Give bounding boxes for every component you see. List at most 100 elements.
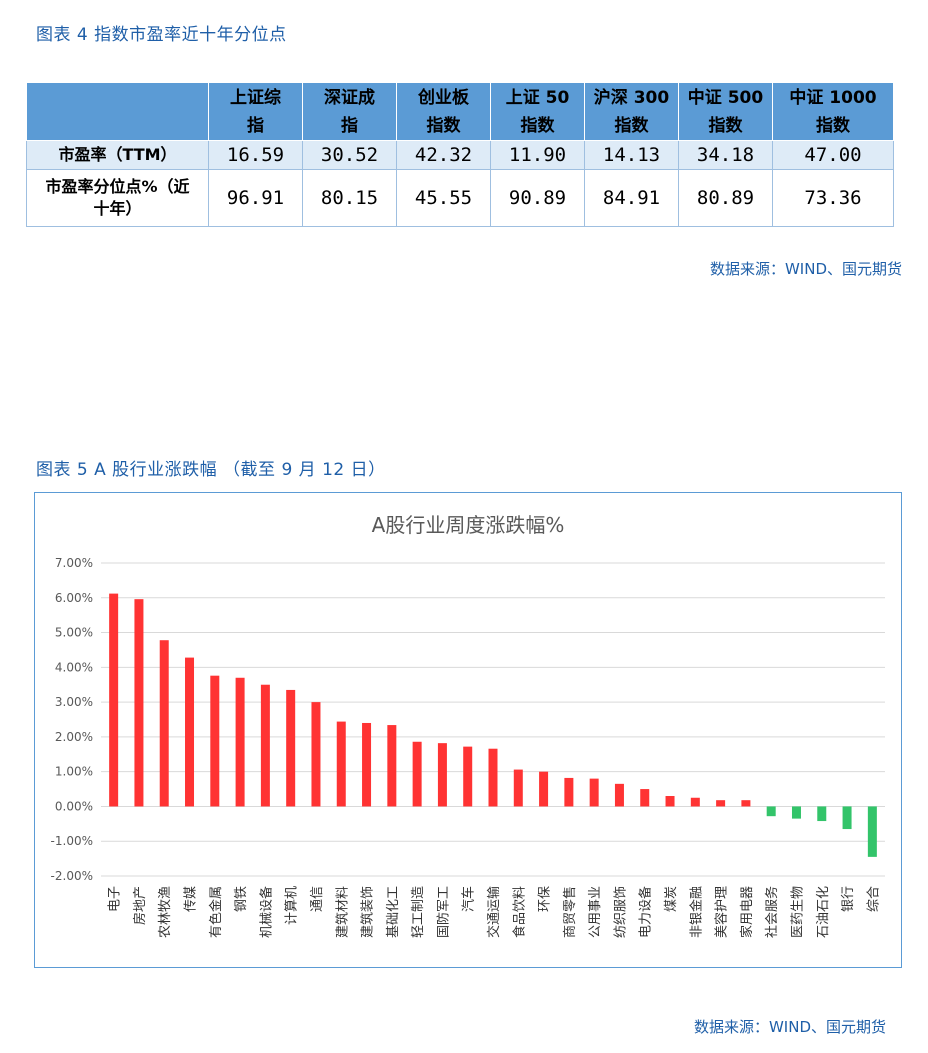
x-tick-label: 医药生物 xyxy=(790,886,805,938)
x-tick-label: 农林牧渔 xyxy=(158,886,173,938)
bar xyxy=(513,769,523,807)
x-tick-label: 电力设备 xyxy=(638,886,654,938)
y-tick-label: 2.00% xyxy=(55,730,93,744)
table-cell: 30.52 xyxy=(302,140,397,170)
bar xyxy=(842,806,852,830)
x-tick-label: 国防军工 xyxy=(435,886,451,938)
col-header: 创业板 指数 xyxy=(396,82,491,141)
bar xyxy=(412,741,422,807)
bar xyxy=(260,684,270,807)
table-cell: 34.18 xyxy=(678,140,773,170)
bar xyxy=(235,677,245,807)
table-cell: 96.91 xyxy=(208,169,303,227)
pe-table: 上证综指 深证成指 创业板 指数 上证 50 指数 沪深 300 指数 中证 500 指… xyxy=(26,82,894,227)
bar xyxy=(690,797,700,807)
bar xyxy=(362,722,372,807)
x-tick-label: 基础化工 xyxy=(386,886,401,938)
grid-lines xyxy=(101,562,885,877)
bar xyxy=(564,777,574,807)
figure4-source: 数据来源：WIND、国元期货 xyxy=(709,260,902,278)
x-tick-label: 石油石化 xyxy=(816,886,831,938)
bar xyxy=(741,800,751,807)
col-header: 上证综指 xyxy=(208,82,303,141)
industry-bar-chart: A股行业周度涨跌幅% 7.00% 6.00% 5.00% 4.00% 3.00% 2.00… xyxy=(51,513,885,938)
table-cell: 73.36 xyxy=(772,169,894,227)
x-tick-label: 传媒 xyxy=(184,886,199,912)
col-header: 中证 1000 指数 xyxy=(772,82,894,141)
y-tick-label: 6.00% xyxy=(55,591,93,605)
col-header: 深证成指 xyxy=(302,82,397,141)
x-tick-label: 商贸零售 xyxy=(562,886,578,938)
y-tick-label: 4.00% xyxy=(55,660,93,674)
bar xyxy=(387,725,397,807)
x-tick-label: 家用电器 xyxy=(739,886,755,938)
x-tick-label: 有色金属 xyxy=(208,886,224,938)
x-tick-label: 钢铁 xyxy=(234,886,249,912)
y-tick-label: 7.00% xyxy=(55,556,93,570)
bar xyxy=(437,743,447,807)
table-header-row: 上证综指 深证成指 创业板 指数 上证 50 指数 沪深 300 指数 中证 500 指… xyxy=(26,82,894,141)
bar xyxy=(539,771,549,807)
x-tick-label: 煤炭 xyxy=(664,886,679,912)
bar xyxy=(589,778,599,807)
bars xyxy=(109,593,877,857)
bar xyxy=(159,640,169,807)
table-cell: 47.00 xyxy=(772,140,894,170)
bar xyxy=(488,748,498,807)
bar xyxy=(336,721,346,807)
x-tick-label: 房地产 xyxy=(132,886,148,925)
bar xyxy=(286,689,296,807)
col-header: 沪深 300 指数 xyxy=(584,82,679,141)
bar xyxy=(463,746,473,807)
x-tick-label: 综合 xyxy=(866,886,881,912)
x-tick-label: 美容护理 xyxy=(714,886,730,938)
row-label-percentile: 市盈率分位点%（近 十年） xyxy=(26,169,209,227)
table-row: 市盈率（TTM） 16.59 30.52 42.32 11.90 14.13 3… xyxy=(26,140,894,170)
table-cell: 16.59 xyxy=(208,140,303,170)
x-tick-label: 交通运输 xyxy=(486,886,502,938)
bar xyxy=(867,806,877,857)
col-header: 中证 500 指数 xyxy=(678,82,773,141)
bar xyxy=(311,702,321,807)
x-axis-labels: 电子 房地产 农林牧渔 传媒 有色金属 钢铁 机械设备 计算机 通信 建筑材料 建筑装饰 基础化工 轻工… xyxy=(108,886,882,938)
bar xyxy=(614,783,624,807)
table-cell: 14.13 xyxy=(584,140,679,170)
x-tick-label: 通信 xyxy=(310,886,325,912)
y-axis-ticks: 7.00% 6.00% 5.00% 4.00% 3.00% 2.00% 1.00% 0.00%… xyxy=(51,556,93,883)
y-tick-label: 3.00% xyxy=(55,695,93,709)
x-tick-label: 轻工制造 xyxy=(411,886,426,938)
x-tick-label: 机械设备 xyxy=(258,886,274,938)
col-header: 上证 50 指数 xyxy=(490,82,585,141)
table-cell: 90.89 xyxy=(490,169,585,227)
table-cell: 84.91 xyxy=(584,169,679,227)
x-tick-label: 银行 xyxy=(841,886,856,912)
y-tick-label: -2.00% xyxy=(51,869,93,883)
table-cell: 45.55 xyxy=(396,169,491,227)
bar xyxy=(716,800,726,807)
x-tick-label: 公用事业 xyxy=(588,886,603,938)
x-tick-label: 纺织服饰 xyxy=(613,886,628,938)
x-tick-label: 环保 xyxy=(538,886,553,912)
bar xyxy=(185,657,195,807)
bar xyxy=(210,675,220,807)
x-tick-label: 建筑装饰 xyxy=(360,886,376,938)
row-label-pe: 市盈率（TTM） xyxy=(26,140,209,170)
table-cell: 42.32 xyxy=(396,140,491,170)
figure5-source: 数据来源：WIND、国元期货 xyxy=(693,1018,886,1036)
x-tick-label: 汽车 xyxy=(461,886,477,912)
bar xyxy=(665,796,675,807)
y-tick-label: -1.00% xyxy=(51,834,93,848)
figure5-caption: 图表 5 A 股行业涨跌幅 （截至 9 月 12 日） xyxy=(36,460,386,480)
table-row: 市盈率分位点%（近 十年） 96.91 80.15 45.55 90.89 84.… xyxy=(26,169,894,227)
chart-container: A股行业周度涨跌幅% 7.00% 6.00% 5.00% 4.00% 3.00% 2.00… xyxy=(34,492,902,968)
figure4-caption: 图表 4 指数市盈率近十年分位点 xyxy=(36,25,287,45)
bar xyxy=(640,789,650,807)
x-tick-label: 食品饮料 xyxy=(511,886,527,938)
table-cell: 11.90 xyxy=(490,140,585,170)
y-tick-label: 5.00% xyxy=(55,626,93,640)
bar xyxy=(817,806,827,822)
chart-title: A股行业周度涨跌幅% xyxy=(372,513,565,537)
table-cell: 80.15 xyxy=(302,169,397,227)
table-cell: 80.89 xyxy=(678,169,773,227)
x-tick-label: 社会服务 xyxy=(764,886,780,938)
